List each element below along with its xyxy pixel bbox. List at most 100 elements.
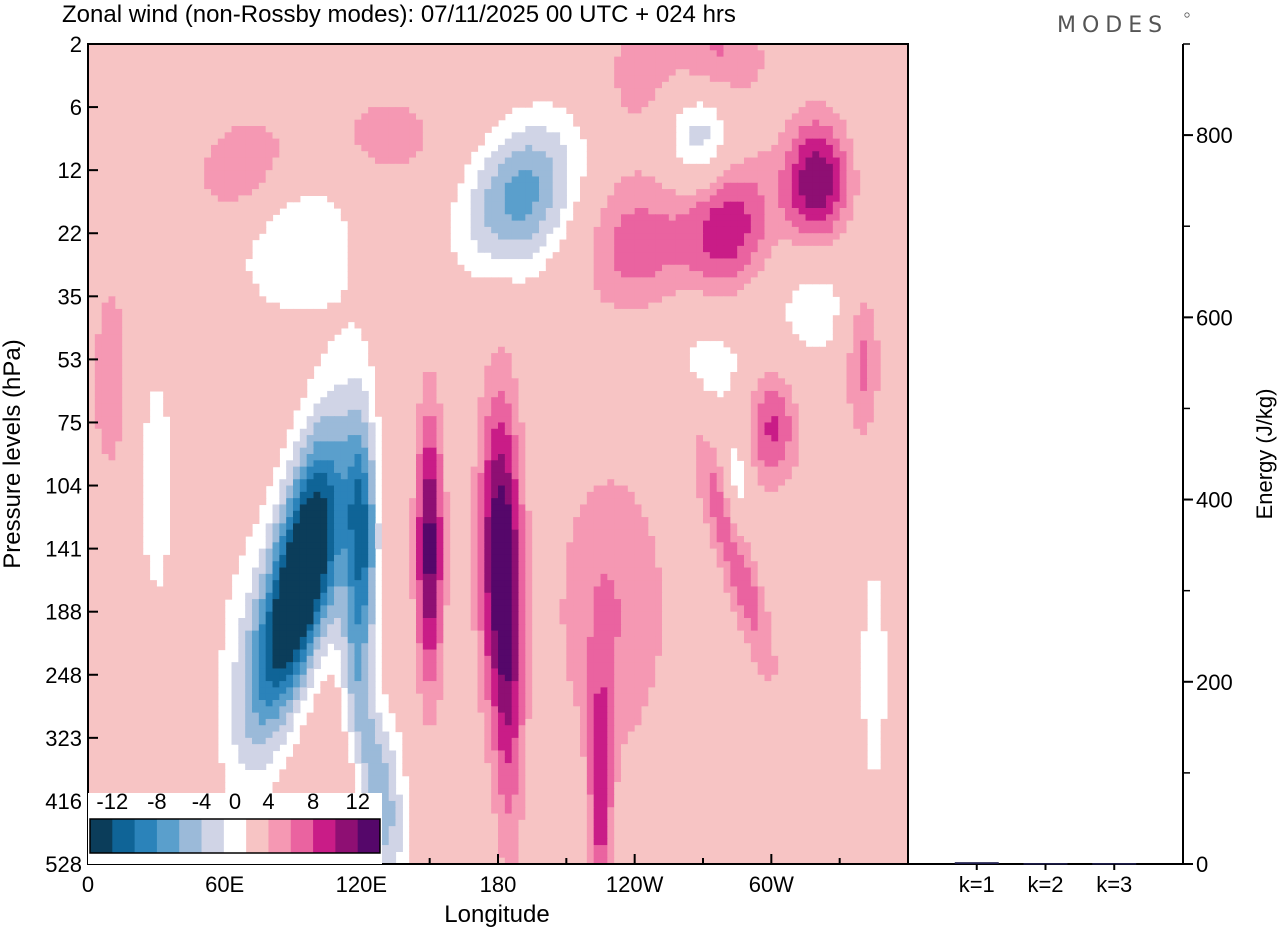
field-cell xyxy=(115,258,123,266)
field-cell xyxy=(504,201,513,209)
field-cell xyxy=(422,321,431,329)
field-cell xyxy=(586,189,595,196)
field-cell xyxy=(498,107,506,114)
field-cell xyxy=(873,214,882,222)
field-cell xyxy=(689,50,697,58)
field-cell xyxy=(197,138,205,146)
field-cell xyxy=(689,290,697,297)
field-cell xyxy=(176,144,185,152)
field-cell xyxy=(586,271,595,278)
field-cell xyxy=(730,245,738,253)
field-cell xyxy=(245,308,253,316)
field-cell xyxy=(764,62,772,70)
field-cell xyxy=(511,315,520,323)
field-cell xyxy=(614,252,622,260)
field-cell xyxy=(470,189,479,196)
field-cell xyxy=(737,88,745,96)
field-cell xyxy=(450,170,458,178)
field-cell xyxy=(832,176,841,184)
field-cell xyxy=(238,308,246,316)
field-cell xyxy=(279,189,287,196)
field-cell xyxy=(129,315,137,323)
field-cell xyxy=(703,264,711,272)
field-cell xyxy=(566,252,574,260)
field-cell xyxy=(347,176,356,184)
field-cell xyxy=(231,252,239,260)
field-cell xyxy=(238,189,246,196)
field-cell xyxy=(819,88,827,96)
field-cell xyxy=(785,138,793,146)
field-cell xyxy=(498,283,506,291)
field-cell xyxy=(621,245,629,253)
field-cell xyxy=(839,132,848,140)
field-cell xyxy=(723,302,731,310)
field-cell xyxy=(552,302,561,310)
field-cell xyxy=(354,100,362,108)
field-cell xyxy=(122,239,130,247)
field-cell xyxy=(238,176,246,184)
field-cell xyxy=(545,151,554,159)
field-cell xyxy=(402,113,410,121)
field-cell xyxy=(621,201,629,209)
field-cell xyxy=(395,62,403,70)
field-cell xyxy=(894,119,902,127)
field-cell xyxy=(156,315,164,323)
field-cell xyxy=(272,56,280,64)
field-cell xyxy=(402,157,410,165)
field-cell xyxy=(190,56,198,64)
field-cell xyxy=(846,100,854,108)
field-cell xyxy=(518,239,526,247)
field-cell xyxy=(258,138,267,146)
field-cell xyxy=(798,195,807,203)
field-cell xyxy=(771,271,779,278)
field-cell xyxy=(402,208,410,215)
field-cell xyxy=(539,126,547,133)
field-cell xyxy=(901,264,908,272)
field-cell xyxy=(340,69,349,77)
field-cell xyxy=(388,107,397,114)
field-cell xyxy=(204,138,212,146)
field-cell xyxy=(402,321,410,329)
field-cell xyxy=(730,144,738,152)
field-cell xyxy=(662,62,670,70)
field-cell xyxy=(238,119,246,127)
field-cell xyxy=(409,88,417,96)
field-cell xyxy=(402,195,410,203)
field-cell xyxy=(689,283,697,291)
field-cell xyxy=(88,327,96,335)
field-cell xyxy=(149,315,157,323)
field-cell xyxy=(723,201,731,209)
field-cell xyxy=(498,176,506,184)
field-cell xyxy=(457,170,465,178)
field-cell xyxy=(197,283,205,291)
field-cell xyxy=(122,226,130,234)
field-cell xyxy=(709,75,718,83)
field-cell xyxy=(327,176,335,184)
field-cell xyxy=(737,321,745,329)
field-cell xyxy=(306,182,315,190)
field-cell xyxy=(183,157,192,165)
field-cell xyxy=(703,283,711,291)
field-cell xyxy=(819,226,827,234)
field-cell xyxy=(265,56,274,64)
field-cell xyxy=(532,163,540,171)
field-cell xyxy=(566,264,574,272)
field-cell xyxy=(730,315,738,323)
field-cell xyxy=(129,321,137,329)
field-cell xyxy=(887,163,895,171)
field-cell xyxy=(511,321,520,329)
field-cell xyxy=(334,157,342,165)
field-cell xyxy=(368,157,376,165)
field-cell xyxy=(744,44,752,51)
field-cell xyxy=(539,308,547,316)
field-cell xyxy=(217,233,226,241)
field-cell xyxy=(744,252,752,260)
field-cell xyxy=(805,220,813,228)
field-cell xyxy=(716,321,725,329)
field-cell xyxy=(388,252,397,260)
field-cell xyxy=(853,119,861,127)
field-cell xyxy=(668,170,677,178)
field-cell xyxy=(129,75,137,83)
field-cell xyxy=(101,176,110,184)
field-cell xyxy=(703,189,711,196)
